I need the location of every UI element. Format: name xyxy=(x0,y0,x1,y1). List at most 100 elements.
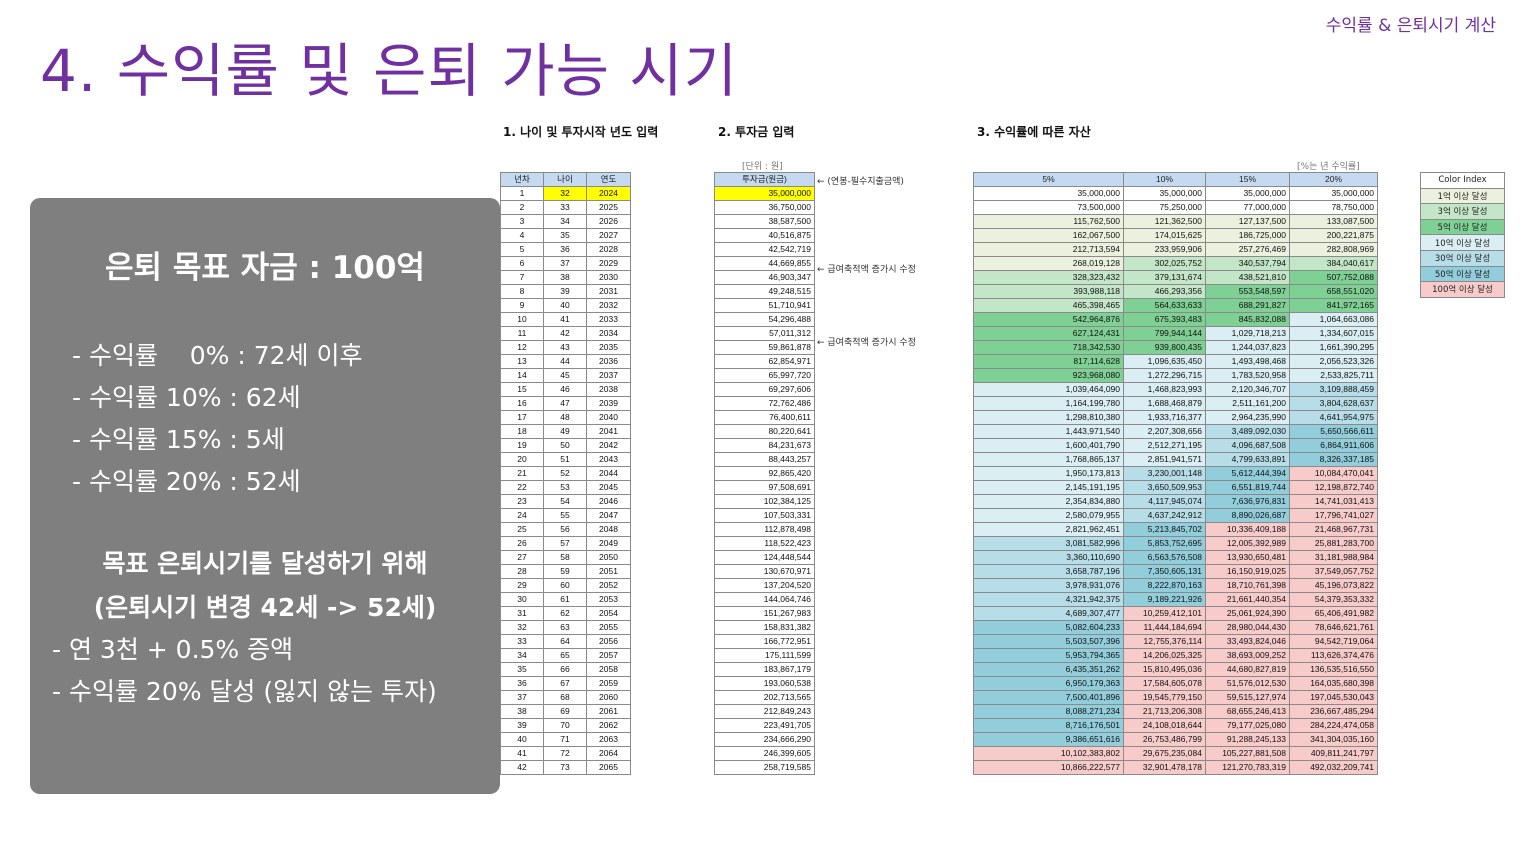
age-cell: 2057 xyxy=(586,648,631,663)
asset-row: 718,342,530 939,800,435 1,244,037,823 1,661… xyxy=(973,340,1378,355)
asset-cell: 233,959,906 xyxy=(1123,242,1206,257)
asset-cell: 3,109,888,459 xyxy=(1289,382,1378,397)
asset-cell: 21,661,440,354 xyxy=(1205,592,1290,607)
invest-row: 49,248,515 xyxy=(714,284,815,299)
summary-rate-0: - 수익률 0% : 72세 이후 xyxy=(72,341,363,370)
age-cell: 3 xyxy=(500,214,544,229)
asset-cell: 718,342,530 xyxy=(973,340,1124,355)
invest-table: 투자금(원금) 35,000,000 36,750,000 38,587,500 40… xyxy=(714,172,815,775)
asset-cell: 409,811,241,797 xyxy=(1289,746,1378,761)
age-cell: 35 xyxy=(500,662,544,677)
asset-row: 2,354,834,880 4,117,945,074 7,636,976,831 1… xyxy=(973,494,1378,509)
age-row: 21 52 2044 xyxy=(500,466,631,481)
asset-row: 162,067,500 174,015,625 186,725,000 200,221… xyxy=(973,228,1378,243)
asset-cell: 24,108,018,644 xyxy=(1123,718,1206,733)
asset-row: 115,762,500 121,362,500 127,137,500 133,087… xyxy=(973,214,1378,229)
invest-cell: 51,710,941 xyxy=(714,298,815,313)
age-cell: 28 xyxy=(500,564,544,579)
asset-row: 6,950,179,363 17,584,605,078 51,576,012,53… xyxy=(973,676,1378,691)
asset-cell: 1,029,718,213 xyxy=(1205,326,1290,341)
age-cell: 2046 xyxy=(586,494,631,509)
asset-cell: 25,061,924,390 xyxy=(1205,606,1290,621)
asset-cell: 14,741,031,413 xyxy=(1289,494,1378,509)
asset-cell: 2,511,161,200 xyxy=(1205,396,1290,411)
age-cell: 15 xyxy=(500,382,544,397)
age-cell: 71 xyxy=(543,732,587,747)
age-row: 31 62 2054 xyxy=(500,606,631,621)
asset-cell: 4,117,945,074 xyxy=(1123,494,1206,509)
asset-cell: 35,000,000 xyxy=(1289,186,1378,201)
asset-cell: 174,015,625 xyxy=(1123,228,1206,243)
asset-cell: 284,224,474,058 xyxy=(1289,718,1378,733)
asset-cell: 19,545,779,150 xyxy=(1123,690,1206,705)
asset-cell: 3,081,582,996 xyxy=(973,536,1124,551)
asset-cell: 257,276,469 xyxy=(1205,242,1290,257)
asset-row: 8,716,176,501 24,108,018,644 79,177,025,08… xyxy=(973,718,1378,733)
age-row: 40 71 2063 xyxy=(500,732,631,747)
age-cell: 2034 xyxy=(586,326,631,341)
color-index-row: 50억 이상 달성 xyxy=(1420,265,1505,283)
age-row: 10 41 2033 xyxy=(500,312,631,327)
asset-row: 10,102,383,802 29,675,235,084 105,227,881,… xyxy=(973,746,1378,761)
section-title-assets: 3. 수익률에 따른 자산 xyxy=(977,125,1091,139)
side-note-salary: ← (연봉-필수지출금액) xyxy=(817,177,904,187)
asset-cell: 121,362,500 xyxy=(1123,214,1206,229)
asset-row: 1,950,173,813 3,230,001,148 5,612,444,394 1… xyxy=(973,466,1378,481)
asset-header-5: 5% xyxy=(973,172,1124,187)
asset-row: 3,978,931,076 8,222,870,163 18,710,761,398… xyxy=(973,578,1378,593)
asset-cell: 51,576,012,530 xyxy=(1205,676,1290,691)
age-cell: 2063 xyxy=(586,732,631,747)
age-cell: 13 xyxy=(500,354,544,369)
asset-cell: 1,688,468,879 xyxy=(1123,396,1206,411)
invest-cell: 151,267,983 xyxy=(714,606,815,621)
age-cell: 34 xyxy=(500,648,544,663)
asset-row: 393,988,118 466,293,356 553,548,597 658,551… xyxy=(973,284,1378,299)
age-cell: 51 xyxy=(543,452,587,467)
age-cell: 37 xyxy=(543,256,587,271)
age-cell: 69 xyxy=(543,704,587,719)
asset-header-20: 20% xyxy=(1289,172,1378,187)
summary-box: 은퇴 목표 자금 : 100억 - 수익률 0% : 72세 이후 - 수익률 … xyxy=(30,198,500,794)
asset-row: 4,321,942,375 9,189,221,926 21,661,440,354… xyxy=(973,592,1378,607)
age-cell: 46 xyxy=(543,382,587,397)
asset-cell: 37,549,057,752 xyxy=(1289,564,1378,579)
asset-cell: 465,398,465 xyxy=(973,298,1124,313)
asset-cell: 14,206,025,325 xyxy=(1123,648,1206,663)
asset-cell: 3,978,931,076 xyxy=(973,578,1124,593)
age-cell: 44 xyxy=(543,354,587,369)
age-cell: 33 xyxy=(500,634,544,649)
invest-row: 175,111,599 xyxy=(714,648,815,663)
age-row: 11 42 2034 xyxy=(500,326,631,341)
age-row: 19 50 2042 xyxy=(500,438,631,453)
age-table: 년차 나이 연도 1 32 2024 2 33 2025 3 34 2026 4 35 2027 5 36… xyxy=(500,172,631,775)
age-cell: 59 xyxy=(543,564,587,579)
invest-cell: 72,762,486 xyxy=(714,396,815,411)
invest-cell: 158,831,382 xyxy=(714,620,815,635)
asset-cell: 73,500,000 xyxy=(973,200,1124,215)
invest-row: 137,204,520 xyxy=(714,578,815,593)
asset-cell: 2,120,346,707 xyxy=(1205,382,1290,397)
asset-row: 465,398,465 564,633,633 688,291,827 841,972… xyxy=(973,298,1378,313)
age-cell: 2049 xyxy=(586,536,631,551)
age-cell: 65 xyxy=(543,648,587,663)
asset-row: 268,019,128 302,025,752 340,537,794 384,040… xyxy=(973,256,1378,271)
age-cell: 21 xyxy=(500,466,544,481)
asset-row: 328,323,432 379,131,674 438,521,810 507,752… xyxy=(973,270,1378,285)
age-row: 26 57 2049 xyxy=(500,536,631,551)
age-cell: 2043 xyxy=(586,452,631,467)
asset-cell: 2,821,962,451 xyxy=(973,522,1124,537)
invest-row: 62,854,971 xyxy=(714,354,815,369)
asset-cell: 5,503,507,396 xyxy=(973,634,1124,649)
invest-cell: 59,861,878 xyxy=(714,340,815,355)
asset-cell: 127,137,500 xyxy=(1205,214,1290,229)
age-row: 20 51 2043 xyxy=(500,452,631,467)
asset-row: 2,145,191,195 3,650,509,953 6,551,819,744 1… xyxy=(973,480,1378,495)
age-cell: 66 xyxy=(543,662,587,677)
asset-cell: 328,323,432 xyxy=(973,270,1124,285)
asset-cell: 438,521,810 xyxy=(1205,270,1290,285)
asset-cell: 1,933,716,377 xyxy=(1123,410,1206,425)
asset-cell: 29,675,235,084 xyxy=(1123,746,1206,761)
age-cell: 27 xyxy=(500,550,544,565)
invest-cell: 223,491,705 xyxy=(714,718,815,733)
age-row: 3 34 2026 xyxy=(500,214,631,229)
